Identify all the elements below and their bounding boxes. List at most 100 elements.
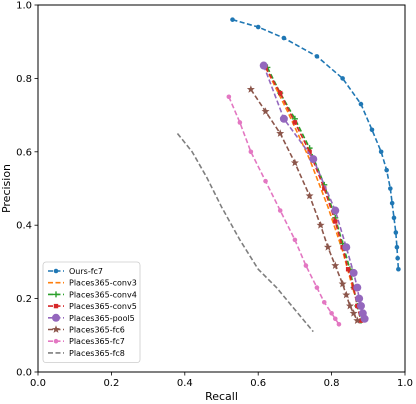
data-point xyxy=(353,283,362,292)
legend-box xyxy=(42,261,141,363)
data-point xyxy=(277,208,283,213)
data-point xyxy=(314,285,320,290)
legend-label: Ours-fc7 xyxy=(69,267,103,276)
data-point xyxy=(255,24,261,30)
data-point xyxy=(292,120,298,125)
series-6 xyxy=(226,94,342,327)
legend-marker xyxy=(52,313,60,322)
y-tick-label: 0.6 xyxy=(16,147,32,158)
legend-marker xyxy=(53,268,59,274)
legend-label: Places365-conv3 xyxy=(69,279,137,288)
y-tick-label: 0.2 xyxy=(16,294,32,305)
x-tick-label: 0.6 xyxy=(250,378,266,389)
legend-label: Places365-pool5 xyxy=(69,314,135,323)
data-point xyxy=(331,261,340,269)
data-point xyxy=(259,61,268,70)
data-point xyxy=(389,200,395,206)
legend-label: Places365-conv5 xyxy=(69,302,137,311)
data-point xyxy=(230,17,235,22)
y-tick-label: 1.0 xyxy=(16,1,32,12)
data-point xyxy=(388,186,393,191)
data-point xyxy=(394,244,400,250)
data-point xyxy=(349,309,358,317)
series-line xyxy=(264,66,362,321)
series-line xyxy=(176,132,314,333)
data-point xyxy=(246,85,255,93)
data-point xyxy=(322,186,327,191)
data-point xyxy=(278,90,283,96)
legend-marker xyxy=(53,303,59,309)
legend-label: Places365-fc7 xyxy=(69,337,125,346)
data-point xyxy=(263,178,268,184)
data-point xyxy=(316,221,325,229)
data-point xyxy=(395,255,400,261)
plot-frame xyxy=(37,4,406,373)
series-0 xyxy=(230,17,401,272)
data-point xyxy=(358,101,364,107)
data-point xyxy=(226,94,232,100)
data-point xyxy=(340,76,345,81)
legend-item: Ours-fc7 xyxy=(48,267,103,276)
data-point xyxy=(393,230,399,235)
data-point xyxy=(349,268,358,277)
data-point xyxy=(329,310,334,316)
legend-item: Places365-fc8 xyxy=(48,349,125,358)
data-point xyxy=(305,191,314,200)
data-point xyxy=(358,318,364,323)
data-point xyxy=(396,266,401,272)
data-point xyxy=(307,149,312,154)
legend-label: Places365-conv4 xyxy=(69,290,137,299)
data-point xyxy=(314,54,320,59)
x-tick-label: 0.2 xyxy=(103,378,119,389)
legend-item: Places365-pool5 xyxy=(48,313,135,323)
data-point xyxy=(237,120,243,125)
x-axis-title: Recall xyxy=(205,390,238,403)
data-point xyxy=(303,263,309,268)
legend-item: Places365-fc6 xyxy=(48,325,125,335)
legend-item: Places365-conv4 xyxy=(48,290,137,299)
data-point xyxy=(345,301,354,310)
data-point xyxy=(292,237,298,243)
legend: Ours-fc7 Places365-conv3 Places365-conv4 Pl… xyxy=(42,261,141,363)
series-line xyxy=(228,96,340,325)
y-axis-title: Precision xyxy=(0,164,13,213)
legend-item: Places365-conv5 xyxy=(48,302,137,311)
data-point xyxy=(248,149,254,155)
data-point xyxy=(290,158,299,167)
data-point xyxy=(355,294,364,303)
series-4 xyxy=(259,61,369,323)
data-point xyxy=(323,243,332,251)
legend-item: Places365-conv3 xyxy=(48,279,137,288)
data-point xyxy=(342,243,351,252)
series-2 xyxy=(264,64,364,324)
legend-marker xyxy=(53,338,59,344)
data-point xyxy=(356,301,365,310)
data-point xyxy=(309,155,318,164)
x-tick-label: 0.0 xyxy=(30,378,46,389)
data-point xyxy=(369,127,375,133)
data-point xyxy=(378,149,384,155)
data-point xyxy=(279,114,288,123)
x-tick-label: 1.0 xyxy=(397,378,413,389)
y-tick-label: 0.0 xyxy=(16,368,32,379)
legend-marker xyxy=(53,291,59,298)
data-point xyxy=(345,267,351,272)
series-line xyxy=(232,18,400,270)
x-tick-label: 0.8 xyxy=(324,378,340,389)
data-point xyxy=(391,215,397,221)
legend-item: Places365-fc7 xyxy=(48,337,125,346)
data-point xyxy=(333,219,338,224)
series-7 xyxy=(176,132,314,333)
data-point xyxy=(384,167,389,173)
y-tick-label: 0.8 xyxy=(16,74,32,85)
x-tick-label: 0.4 xyxy=(177,378,193,389)
data-point xyxy=(353,316,362,325)
data-point xyxy=(338,279,347,288)
data-point xyxy=(342,290,351,299)
data-point xyxy=(281,35,287,41)
data-point xyxy=(276,129,285,137)
legend-marker xyxy=(52,325,60,333)
data-point xyxy=(321,299,327,305)
data-point xyxy=(360,314,369,323)
data-point xyxy=(331,206,340,215)
